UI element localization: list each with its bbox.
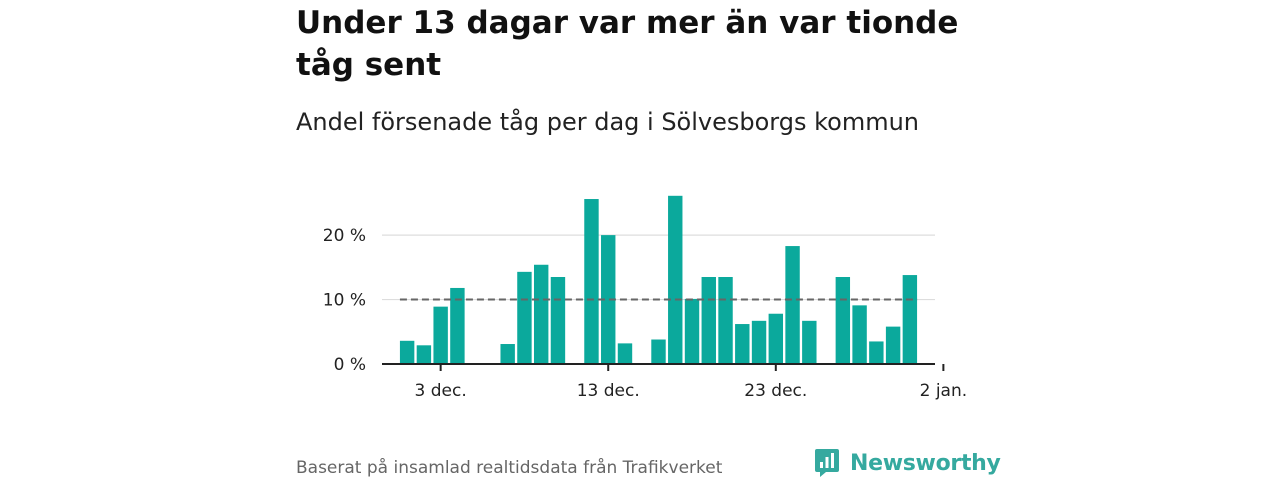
bar	[751, 320, 767, 364]
bar	[517, 271, 532, 364]
bar	[533, 264, 549, 364]
brand[interactable]: Newsworthy	[814, 446, 1001, 480]
x-tick-label: 3 dec.	[415, 381, 467, 401]
chart-title: Under 13 dagar var mer än var tionde tåg…	[296, 5, 959, 83]
bar	[768, 313, 784, 364]
y-tick-label: 0 %	[334, 355, 366, 375]
y-tick-label: 20 %	[323, 226, 366, 246]
bar	[433, 306, 448, 364]
bar	[601, 235, 616, 364]
chart-subtitle: Andel försenade tåg per dag i Sölvesborg…	[296, 108, 920, 136]
bar	[869, 341, 884, 364]
bar	[718, 277, 733, 364]
bar	[902, 275, 918, 364]
bar	[668, 195, 683, 364]
brand-name: Newsworthy	[850, 450, 1001, 476]
bar	[785, 246, 800, 364]
bar	[617, 343, 633, 364]
x-tick-label: 13 dec.	[577, 381, 640, 401]
bar	[416, 345, 432, 364]
bar	[852, 305, 867, 364]
bar	[701, 277, 716, 364]
bar	[684, 298, 700, 364]
bar	[885, 326, 901, 364]
newsworthy-logo-icon	[815, 449, 839, 477]
bar	[835, 277, 851, 364]
x-tick-label: 2 jan.	[920, 381, 968, 401]
bar	[550, 277, 566, 364]
bar	[584, 199, 599, 364]
source-note: Baserat på insamlad realtidsdata från Tr…	[296, 458, 723, 478]
y-tick-label: 10 %	[323, 291, 366, 311]
bar	[500, 344, 515, 364]
bar	[450, 287, 465, 364]
bar	[735, 324, 750, 364]
bar	[651, 339, 666, 364]
bar	[399, 340, 415, 364]
bar	[802, 320, 817, 364]
x-tick-label: 23 dec.	[744, 381, 807, 401]
